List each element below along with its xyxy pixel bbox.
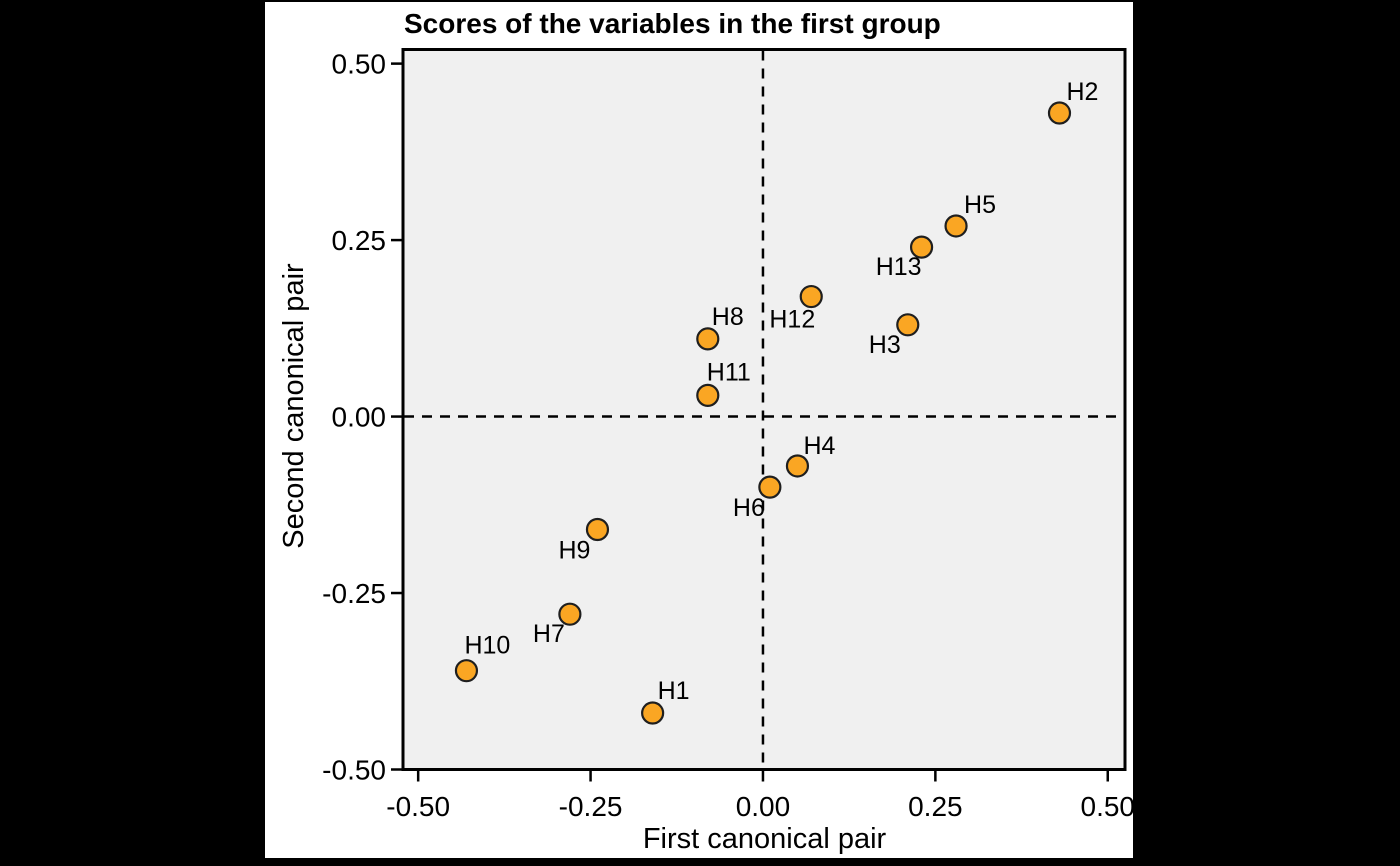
data-point-h12 <box>799 284 823 309</box>
y-tick-label: 0.00 <box>332 402 387 433</box>
data-point-h8 <box>696 327 720 351</box>
point-label-h1: H1 <box>658 677 690 705</box>
point-label-h6: H6 <box>733 494 765 522</box>
data-point-h5 <box>944 214 968 238</box>
point-label-h7: H7 <box>533 620 565 648</box>
point-label-h8: H8 <box>712 303 744 331</box>
data-point-h3 <box>896 313 920 337</box>
y-tick-label: -0.25 <box>322 578 386 609</box>
data-point-h7 <box>558 602 582 626</box>
x-tick-label: 0.25 <box>908 791 963 822</box>
x-tick-label: -0.50 <box>386 791 450 822</box>
point-label-h12: H12 <box>769 306 815 334</box>
point-label-h11: H11 <box>707 358 751 386</box>
point-label-h10: H10 <box>464 632 510 660</box>
data-point-h10 <box>454 659 479 683</box>
y-tick-label: -0.50 <box>322 755 386 786</box>
point-label-h3: H3 <box>869 331 901 359</box>
y-tick-label: 0.25 <box>332 225 387 256</box>
data-point-h4 <box>785 454 810 478</box>
data-point-h13 <box>909 235 934 259</box>
data-point-h2 <box>1047 101 1072 125</box>
plot-area <box>401 48 1127 771</box>
x-tick-label: 0.00 <box>736 791 791 822</box>
data-point-h1 <box>641 701 665 725</box>
x-tick-label: 0.50 <box>1081 791 1136 822</box>
y-tick-label: 0.50 <box>332 49 387 80</box>
chart-title: Scores of the variables in the first gro… <box>404 8 941 39</box>
y-axis-title: Second canonical pair <box>278 263 310 549</box>
point-label-h5: H5 <box>964 191 996 219</box>
point-label-h9: H9 <box>558 537 590 565</box>
point-label-h2: H2 <box>1066 78 1098 106</box>
data-point-h9 <box>585 517 610 542</box>
x-tick-label: -0.25 <box>559 791 623 822</box>
x-axis-title: First canonical pair <box>643 823 887 855</box>
point-label-h4: H4 <box>803 432 835 460</box>
chart-content: -0.50 -0.25 0.00 0.25 0.50 0.50 0.25 0.00 -0.25 -… <box>322 49 1135 822</box>
data-point-h6 <box>758 475 782 499</box>
data-point-h11 <box>696 383 720 407</box>
point-label-h13: H13 <box>876 253 922 281</box>
